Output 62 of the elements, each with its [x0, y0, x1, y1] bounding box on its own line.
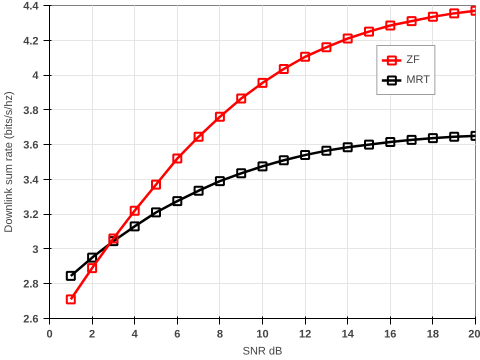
- x-tick-label: 10: [256, 328, 269, 340]
- point: [300, 150, 310, 160]
- x-tick-label: 2: [89, 328, 96, 340]
- point: [449, 8, 460, 18]
- point: [151, 180, 161, 190]
- y-tick-label: 3.6: [23, 140, 39, 152]
- point: [385, 20, 396, 30]
- point: [278, 64, 289, 74]
- point: [236, 168, 246, 178]
- point: [66, 294, 76, 304]
- x-tick-label: 18: [426, 328, 440, 340]
- point: [406, 134, 417, 145]
- x-tick-label: 20: [468, 328, 480, 340]
- point: [236, 94, 246, 104]
- y-tick-label: 4.2: [23, 35, 39, 48]
- point: [406, 16, 417, 26]
- x-tick-label: 0: [46, 328, 53, 340]
- point: [300, 52, 310, 62]
- point: [172, 196, 182, 206]
- x-tick-label: 6: [174, 328, 180, 340]
- point: [364, 26, 374, 37]
- x-tick-label: 8: [216, 328, 223, 340]
- x-tick-label: 16: [384, 328, 396, 340]
- legend-label: MRT: [406, 74, 430, 86]
- point: [172, 154, 182, 164]
- point: [108, 234, 118, 244]
- y-tick-label: 4: [32, 70, 40, 82]
- point: [214, 112, 225, 122]
- point: [66, 270, 76, 281]
- point: [449, 132, 460, 142]
- x-tick-label: 14: [342, 328, 355, 340]
- point: [258, 161, 268, 172]
- point: [428, 133, 438, 144]
- y-tick-label: 3.2: [23, 209, 39, 222]
- point: [385, 137, 396, 148]
- point: [321, 146, 332, 156]
- point: [278, 155, 289, 166]
- point: [194, 186, 204, 196]
- point: [151, 207, 161, 218]
- point: [428, 12, 438, 22]
- point: [364, 140, 374, 150]
- point: [130, 206, 140, 216]
- y-tick-label: 2.8: [23, 278, 39, 291]
- y-tick-label: 3.4: [23, 174, 40, 186]
- point: [214, 176, 225, 186]
- y-tick-label: 3.8: [23, 104, 39, 117]
- point: [342, 142, 353, 152]
- y-tick-label: 4.4: [23, 0, 40, 12]
- x-tick-label: 12: [298, 328, 312, 340]
- y-tick-label: 3: [32, 244, 39, 256]
- point: [321, 42, 332, 52]
- x-tick-label: 4: [132, 328, 139, 340]
- legend-label: ZF: [406, 54, 421, 66]
- point: [194, 132, 204, 142]
- y-tick-label: 2.6: [23, 314, 39, 326]
- point: [258, 78, 268, 88]
- point: [130, 221, 140, 232]
- point: [87, 252, 98, 263]
- y-axis-title: Downlink sum rate (bits/s/hz): [3, 91, 16, 233]
- point: [342, 34, 353, 44]
- x-axis-title: SNR dB: [242, 346, 282, 358]
- point: [87, 263, 98, 274]
